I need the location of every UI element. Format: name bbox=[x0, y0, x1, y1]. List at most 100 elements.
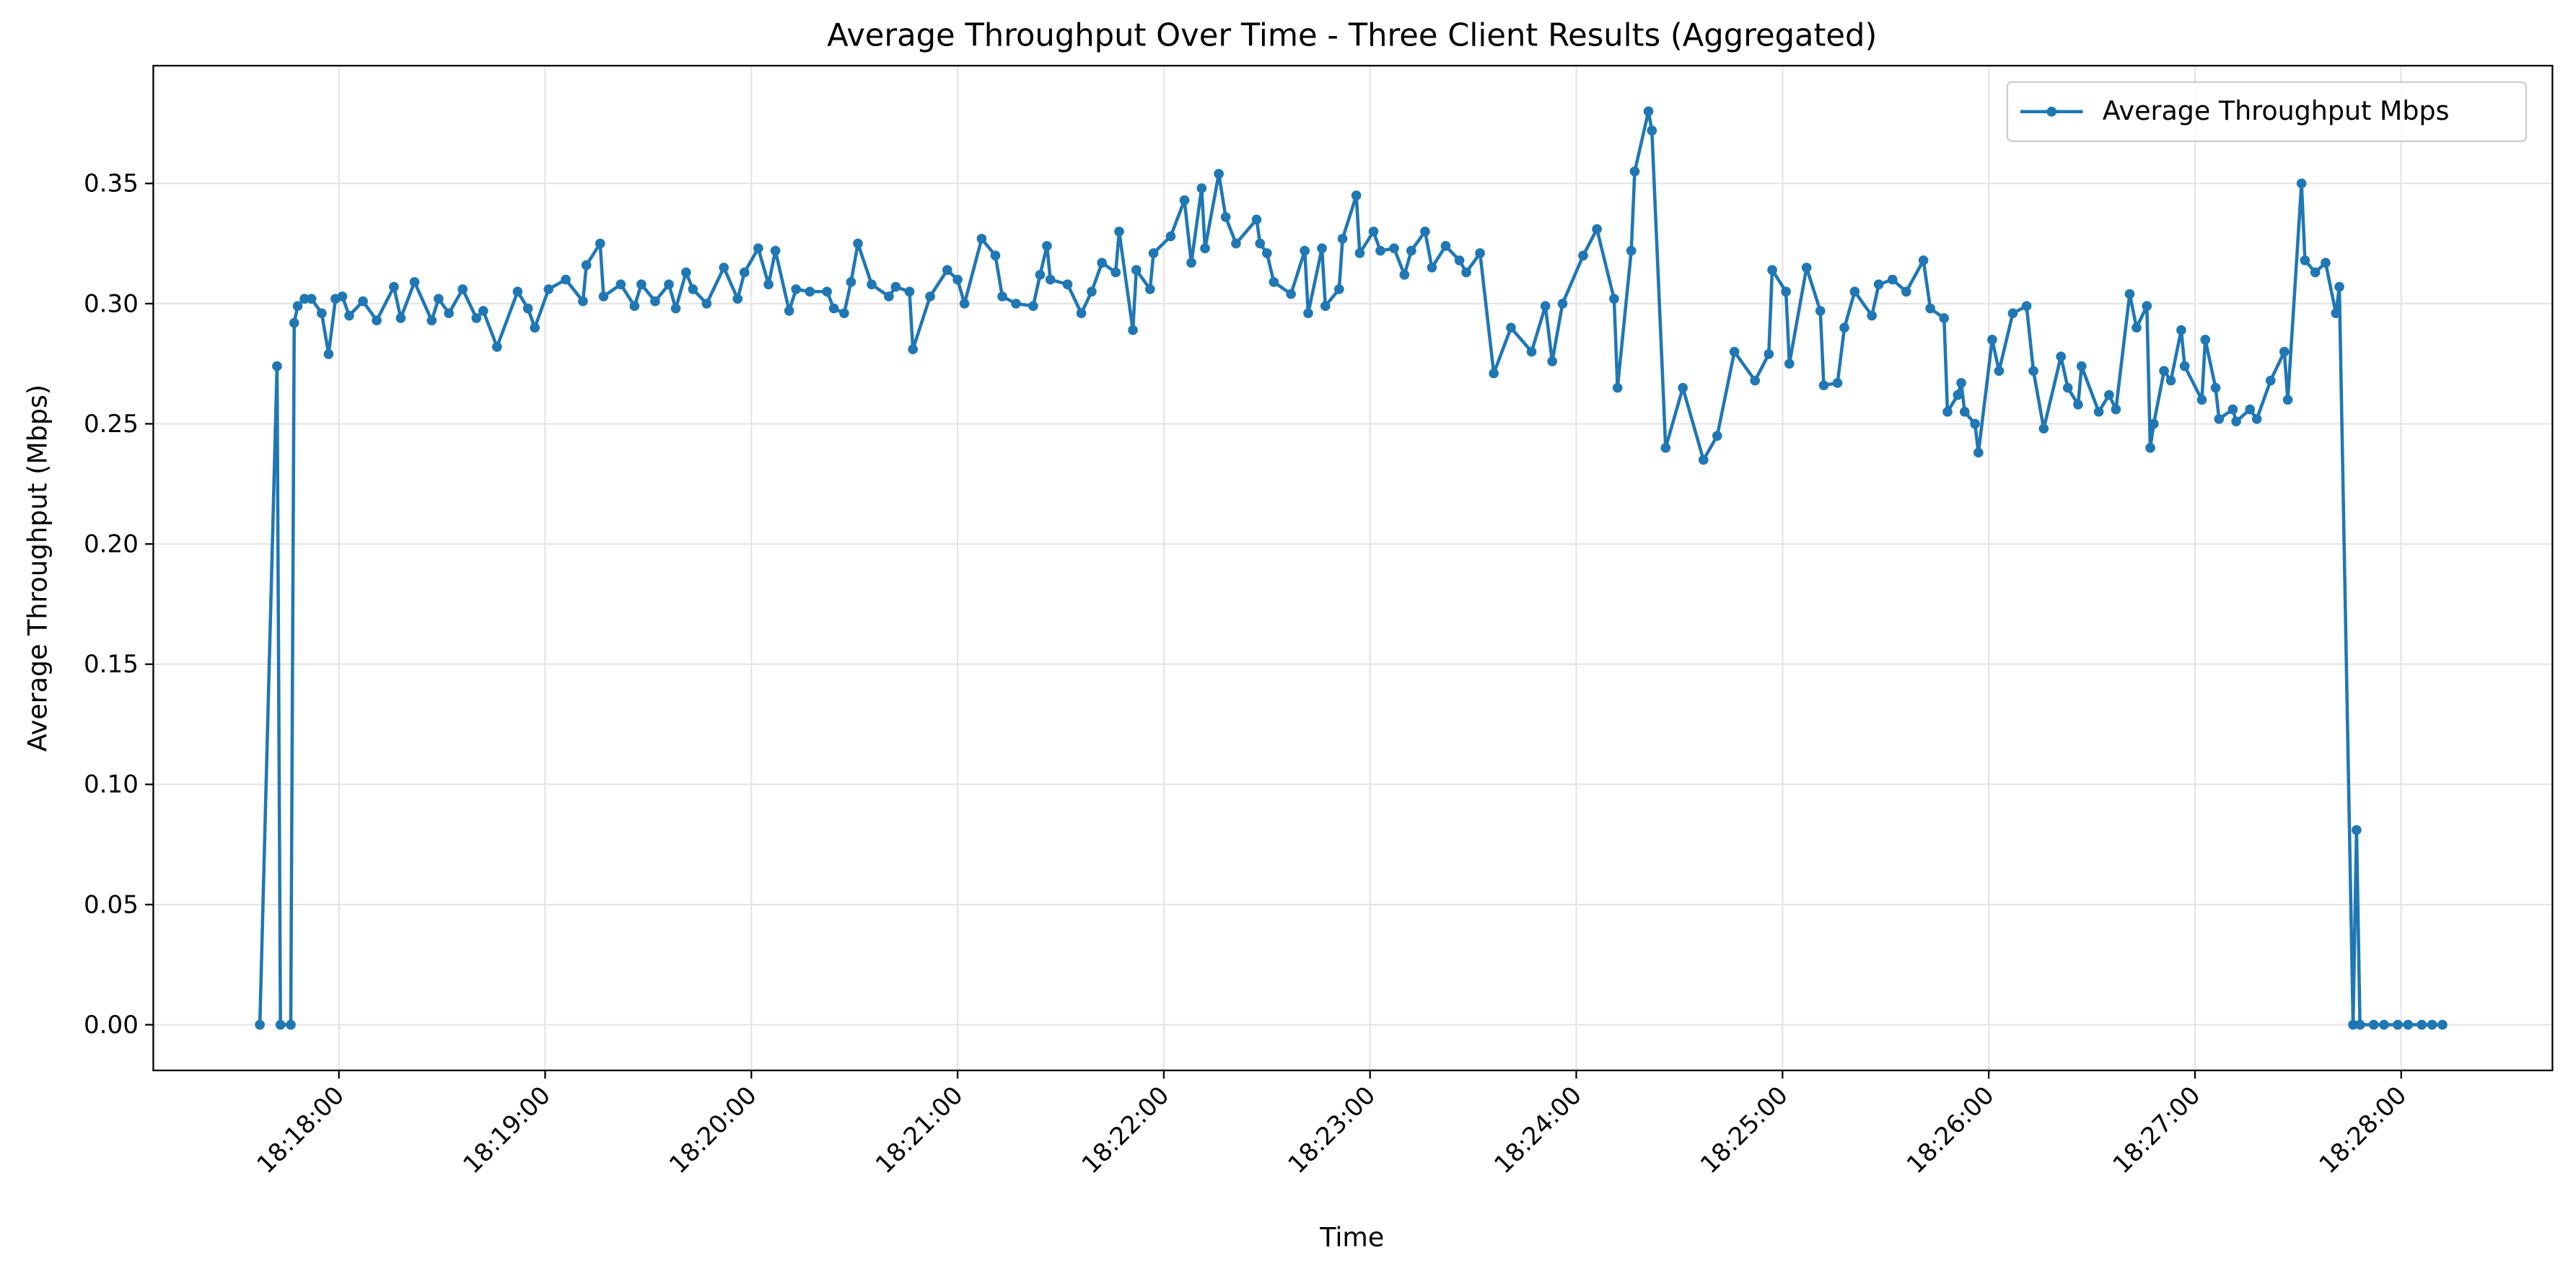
data-point bbox=[883, 291, 894, 302]
data-point bbox=[2368, 1019, 2379, 1030]
data-point bbox=[299, 294, 310, 304]
data-point bbox=[997, 291, 1007, 302]
data-point bbox=[1300, 245, 1310, 256]
data-point bbox=[2196, 395, 2207, 405]
data-point bbox=[1334, 284, 1344, 294]
data-point bbox=[1698, 454, 1709, 465]
data-point bbox=[2265, 375, 2276, 386]
legend-marker bbox=[2046, 106, 2057, 117]
data-point bbox=[732, 294, 743, 304]
data-point bbox=[1942, 407, 1953, 417]
data-point bbox=[1873, 279, 1884, 290]
data-point bbox=[867, 279, 877, 290]
plot-area bbox=[255, 106, 2448, 1030]
data-point bbox=[2165, 375, 2176, 386]
data-point bbox=[2296, 178, 2307, 189]
data-point bbox=[1557, 299, 1568, 309]
data-point bbox=[1231, 238, 1241, 249]
data-point bbox=[990, 250, 1001, 261]
data-point bbox=[344, 310, 354, 321]
data-point bbox=[890, 281, 901, 292]
data-point bbox=[2007, 308, 2018, 319]
data-point bbox=[275, 1019, 286, 1030]
data-point bbox=[1131, 265, 1142, 276]
x-axis-label: Time bbox=[1319, 1221, 1384, 1252]
data-point bbox=[1214, 169, 1224, 179]
legend-box bbox=[2006, 81, 2528, 142]
data-point bbox=[1678, 382, 1688, 393]
data-point bbox=[1712, 431, 1722, 441]
data-point bbox=[2427, 1019, 2437, 1030]
data-point bbox=[670, 303, 681, 314]
data-point bbox=[1970, 418, 1980, 429]
data-point bbox=[770, 245, 781, 256]
data-point bbox=[2348, 1019, 2358, 1030]
data-point bbox=[791, 284, 802, 294]
data-point bbox=[1196, 183, 1207, 193]
data-point bbox=[358, 296, 368, 307]
data-point bbox=[1165, 231, 1176, 242]
data-point bbox=[701, 299, 712, 309]
data-point bbox=[1609, 294, 1619, 304]
data-point bbox=[1440, 241, 1451, 251]
data-point bbox=[784, 306, 794, 316]
data-point bbox=[578, 296, 588, 307]
data-point bbox=[1062, 279, 1073, 290]
data-point bbox=[2417, 1019, 2427, 1030]
data-point bbox=[1953, 390, 1963, 400]
y-tick-label: 0.30 bbox=[84, 289, 139, 318]
data-point bbox=[444, 308, 454, 319]
data-point bbox=[372, 315, 382, 326]
data-point bbox=[2062, 382, 2073, 393]
data-point bbox=[522, 303, 533, 314]
data-point bbox=[2354, 1019, 2365, 1030]
data-point bbox=[1303, 308, 1313, 319]
data-point bbox=[2379, 1019, 2389, 1030]
data-point bbox=[1110, 267, 1121, 278]
data-point bbox=[1354, 248, 1365, 258]
data-point bbox=[763, 279, 774, 290]
data-point bbox=[1647, 126, 1657, 136]
data-point bbox=[1767, 265, 1777, 276]
data-point bbox=[1087, 286, 1097, 297]
data-point bbox=[1592, 224, 1602, 234]
data-point bbox=[389, 281, 399, 292]
data-point bbox=[1815, 306, 1826, 316]
data-point bbox=[976, 234, 987, 244]
data-point bbox=[636, 279, 647, 290]
data-point bbox=[2393, 1019, 2403, 1030]
data-point bbox=[323, 349, 334, 359]
data-point bbox=[805, 286, 815, 297]
data-point bbox=[688, 284, 698, 294]
data-point bbox=[1629, 166, 1640, 177]
data-point bbox=[2300, 255, 2310, 265]
data-point bbox=[1368, 227, 1379, 237]
data-point bbox=[1186, 258, 1196, 268]
data-point bbox=[1145, 284, 1155, 294]
data-point bbox=[1750, 375, 1761, 386]
data-point bbox=[2021, 301, 2032, 312]
data-point bbox=[2159, 366, 2169, 377]
data-point bbox=[1729, 346, 1740, 357]
data-point bbox=[2214, 414, 2225, 424]
data-point bbox=[337, 291, 348, 302]
data-point bbox=[543, 284, 554, 294]
data-point bbox=[1867, 310, 1878, 321]
data-point bbox=[1269, 277, 1279, 287]
data-point bbox=[433, 294, 444, 304]
grid bbox=[153, 66, 2553, 1071]
data-point bbox=[1317, 243, 1327, 254]
data-point bbox=[1987, 335, 1997, 345]
data-point bbox=[2321, 258, 2331, 268]
data-point bbox=[846, 277, 857, 287]
data-point bbox=[2142, 301, 2152, 312]
data-point bbox=[1901, 286, 1911, 297]
data-point bbox=[650, 296, 660, 307]
data-point bbox=[1818, 380, 1829, 391]
data-point bbox=[286, 1019, 296, 1030]
data-point bbox=[1959, 407, 1970, 417]
data-point bbox=[1389, 243, 1399, 254]
data-point bbox=[255, 1019, 265, 1030]
data-point bbox=[1261, 248, 1272, 258]
